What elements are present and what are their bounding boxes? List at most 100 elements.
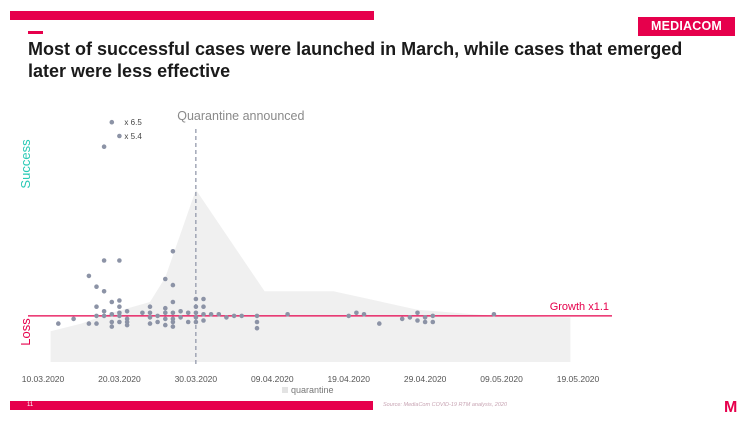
top-accent-bar (10, 11, 374, 20)
data-point-61 (208, 312, 214, 317)
y-axis-loss-label: Loss (18, 318, 33, 346)
data-point-73 (377, 321, 382, 326)
data-point-60 (201, 318, 206, 323)
data-point-13 (109, 119, 115, 125)
data-point-57 (201, 296, 206, 302)
data-point-72 (361, 312, 367, 317)
data-point-68 (254, 325, 260, 331)
data-point-47 (170, 249, 176, 254)
data-point-14 (109, 299, 115, 305)
data-point-70 (346, 313, 352, 319)
data-point-3 (86, 273, 92, 279)
x-tick-label-0: 10.03.2020 (22, 374, 65, 384)
growth-line-group: Growth x1.1 (28, 301, 612, 317)
x-tick-label-5: 29.04.2020 (404, 374, 447, 384)
data-point-52 (193, 296, 199, 302)
data-point-32 (147, 315, 153, 320)
data-point-4 (94, 284, 99, 290)
data-point-6 (94, 313, 99, 319)
data-point-45 (170, 319, 176, 325)
data-point-80 (430, 319, 436, 325)
mediacom-logo: MEDIACOM (638, 17, 735, 36)
data-point-46 (170, 324, 176, 329)
data-point-81 (430, 313, 436, 319)
x-tick-label-7: 19.05.2020 (557, 374, 600, 384)
data-point-0 (56, 321, 61, 326)
data-point-63 (224, 315, 229, 320)
x-tick-label-3: 09.04.2020 (251, 374, 294, 384)
page-title: Most of successful cases were launched i… (28, 39, 683, 81)
data-point-49 (178, 315, 183, 320)
data-point-5 (94, 304, 99, 310)
growth-line-label: Growth x1.1 (550, 301, 609, 313)
annotation-0: x 6.5 (124, 118, 142, 127)
x-tick-label-4: 19.04.2020 (327, 374, 370, 384)
data-point-77 (415, 318, 420, 323)
data-points (56, 119, 497, 331)
data-point-41 (170, 282, 176, 288)
data-point-20 (117, 298, 122, 303)
data-point-2 (86, 321, 92, 326)
data-point-35 (155, 319, 160, 325)
data-point-34 (155, 313, 160, 319)
x-axis-ticks: 10.03.2020 20.03.2020 30.03.2020 09.04.2020… (22, 374, 600, 384)
data-point-11 (101, 313, 107, 319)
data-point-25 (124, 309, 130, 314)
data-point-39 (163, 316, 168, 322)
data-point-40 (163, 322, 168, 328)
data-point-29 (140, 310, 145, 316)
x-tick-label-1: 20.03.2020 (98, 374, 141, 384)
data-point-59 (201, 312, 206, 317)
page-number: 11 (27, 402, 34, 408)
data-point-75 (407, 315, 413, 320)
data-point-55 (193, 315, 199, 320)
data-point-9 (101, 289, 107, 294)
data-point-28 (124, 322, 130, 328)
data-point-48 (178, 309, 183, 314)
data-point-10 (101, 309, 107, 314)
data-point-37 (163, 305, 168, 311)
data-point-19 (117, 258, 122, 263)
data-point-64 (231, 313, 237, 319)
data-point-71 (354, 310, 359, 316)
data-point-76 (415, 310, 420, 316)
legend-swatch-quarantine (282, 387, 288, 393)
y-axis-success-label: Success (18, 139, 33, 189)
data-point-36 (163, 276, 168, 282)
data-point-7 (94, 321, 99, 326)
data-point-30 (147, 304, 153, 310)
data-point-54 (193, 310, 199, 316)
data-point-53 (193, 304, 199, 310)
source-note: Source: MediaCom COVID-19 RTM analysis, … (383, 402, 508, 408)
annotation-1: x 5.4 (124, 132, 142, 141)
data-point-33 (147, 321, 153, 326)
data-point-38 (163, 310, 168, 316)
x-tick-label-2: 30.03.2020 (175, 374, 218, 384)
data-point-50 (185, 310, 191, 316)
footer-accent-bar (10, 401, 373, 410)
data-point-24 (117, 319, 122, 325)
data-point-82 (491, 312, 497, 317)
data-point-23 (117, 313, 122, 319)
data-point-66 (254, 313, 260, 319)
data-point-58 (201, 304, 206, 310)
data-point-42 (170, 299, 176, 305)
data-point-65 (239, 313, 244, 319)
outlier-annotations: x 6.5 x 5.4 (124, 118, 142, 141)
data-point-17 (109, 324, 115, 329)
data-point-79 (422, 319, 428, 325)
data-point-56 (193, 319, 199, 325)
data-point-62 (216, 312, 222, 317)
title-accent-dash (28, 31, 43, 34)
data-point-8 (101, 258, 107, 263)
data-point-21 (117, 304, 122, 310)
data-point-12 (101, 144, 107, 149)
legend-label-quarantine: quarantine (291, 385, 334, 395)
x-tick-label-6: 09.05.2020 (480, 374, 523, 384)
data-point-43 (170, 310, 176, 316)
legend: quarantine (282, 385, 334, 395)
data-point-18 (117, 133, 122, 139)
data-point-31 (147, 310, 153, 316)
quarantine-area (50, 189, 571, 362)
